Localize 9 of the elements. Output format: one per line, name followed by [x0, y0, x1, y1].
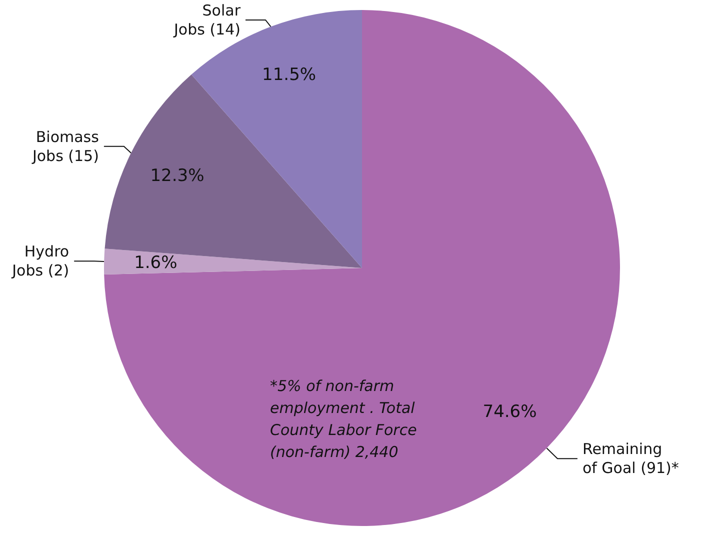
- data-label: 12.3%: [150, 166, 204, 186]
- slice-label: Remaining of Goal (91)*: [582, 440, 680, 478]
- slice-label: Biomass Jobs (15): [31, 128, 100, 165]
- text: *5% of non-farm employment . Total County Labor Force (non-farm) 2,440: [270, 377, 422, 461]
- data-label: 11.5%: [262, 64, 316, 85]
- slice-label: Hydro Jobs (2): [11, 242, 70, 280]
- data-label: 74.6%: [482, 402, 537, 422]
- data-label: 1.6%: [134, 252, 178, 273]
- slice-label: Solar Jobs (14): [173, 2, 242, 38]
